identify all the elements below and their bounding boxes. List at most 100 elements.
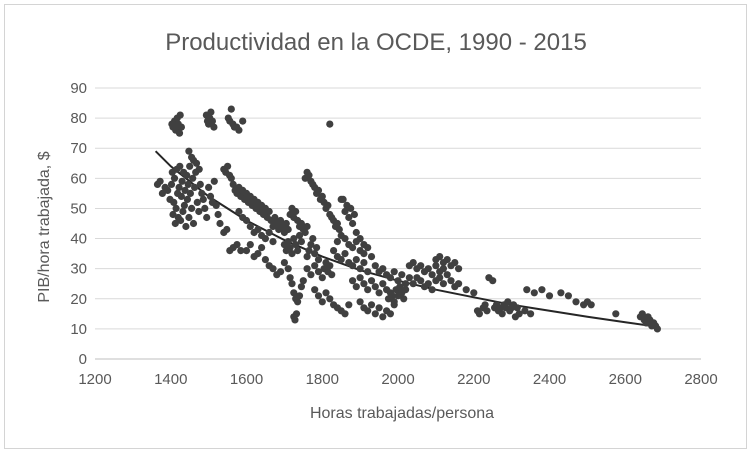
data-point — [199, 195, 207, 203]
data-point — [367, 277, 376, 285]
data-point — [242, 247, 251, 255]
data-point — [188, 204, 196, 212]
data-point — [439, 265, 447, 273]
data-point — [326, 262, 334, 270]
data-point — [286, 274, 294, 282]
data-point — [538, 286, 546, 294]
data-point — [172, 204, 180, 212]
data-point — [305, 171, 313, 179]
data-point — [178, 177, 186, 185]
data-point — [235, 126, 243, 134]
data-point — [545, 292, 554, 300]
data-point — [284, 225, 292, 234]
data-point — [521, 307, 529, 315]
data-point — [292, 207, 300, 216]
data-point — [330, 247, 338, 255]
data-point — [400, 295, 408, 303]
data-point — [280, 259, 288, 267]
data-point — [175, 183, 183, 191]
data-point — [638, 310, 646, 318]
data-point — [396, 283, 404, 291]
data-point — [390, 268, 398, 276]
data-point — [341, 235, 349, 243]
data-point — [158, 189, 166, 197]
data-point — [284, 238, 292, 246]
chart-svg: Productividad en la OCDE, 1990 - 2015 12… — [36, 29, 718, 422]
data-point — [229, 180, 237, 188]
data-point — [349, 244, 357, 252]
data-point — [451, 259, 459, 267]
x-tick-label: 2600 — [609, 371, 642, 388]
data-point — [191, 183, 199, 191]
data-point — [386, 310, 394, 318]
data-point — [186, 189, 194, 197]
data-point — [265, 207, 273, 216]
data-point — [201, 204, 209, 212]
data-point — [345, 213, 353, 222]
data-point — [195, 207, 203, 216]
data-point — [405, 274, 413, 282]
x-tick-labels: 1200 1400 1600 1800 2000 2200 2400 2600 2800 — [78, 371, 717, 388]
data-point — [314, 256, 323, 264]
data-point — [335, 225, 343, 234]
data-point — [295, 231, 304, 240]
data-point — [398, 271, 406, 279]
data-point — [189, 219, 198, 228]
data-point — [379, 280, 387, 288]
data-point — [394, 277, 402, 285]
data-point — [224, 162, 232, 170]
data-point — [339, 195, 347, 203]
y-tick-label: 20 — [70, 291, 87, 308]
data-point — [436, 253, 444, 261]
data-point — [277, 268, 285, 276]
data-point — [292, 310, 301, 318]
data-point — [417, 277, 425, 285]
chart-frame: Productividad en la OCDE, 1990 - 2015 12… — [4, 4, 747, 449]
data-point — [208, 117, 216, 125]
data-point — [356, 235, 364, 243]
data-point — [309, 235, 317, 243]
data-point — [364, 268, 372, 276]
x-tick-label: 2000 — [381, 371, 414, 388]
data-point — [470, 289, 478, 297]
data-point — [371, 262, 379, 270]
data-point — [349, 277, 357, 285]
x-tick-label: 1400 — [154, 371, 187, 388]
y-tick-label: 0 — [79, 351, 87, 368]
data-point — [185, 147, 193, 155]
data-point — [277, 216, 285, 225]
data-point — [295, 292, 304, 300]
data-point — [367, 301, 376, 309]
data-point — [183, 195, 191, 203]
data-point — [169, 210, 177, 219]
data-point — [347, 204, 355, 212]
data-point — [333, 238, 341, 246]
data-point — [313, 244, 321, 252]
data-point — [341, 207, 349, 216]
data-point — [314, 186, 323, 194]
scatter-points — [153, 105, 662, 333]
data-point — [261, 256, 269, 264]
data-point — [254, 225, 262, 234]
data-point — [557, 289, 565, 297]
data-point — [282, 219, 290, 228]
data-point — [513, 304, 521, 312]
data-point — [349, 219, 357, 228]
data-point — [288, 280, 296, 288]
data-point — [428, 271, 436, 279]
data-point — [455, 265, 463, 273]
data-point — [223, 225, 231, 234]
data-point — [390, 298, 398, 306]
data-point — [184, 180, 192, 188]
data-point — [341, 250, 349, 258]
data-point — [271, 213, 279, 222]
y-axis-label: PIB/hora trabajada, $ — [36, 151, 53, 302]
data-point — [371, 310, 379, 318]
data-point — [261, 235, 269, 243]
x-tick-label: 2200 — [457, 371, 490, 388]
data-point — [196, 180, 204, 188]
data-point — [177, 192, 185, 200]
data-point — [356, 265, 364, 273]
data-point — [324, 201, 332, 209]
data-point — [167, 180, 176, 188]
